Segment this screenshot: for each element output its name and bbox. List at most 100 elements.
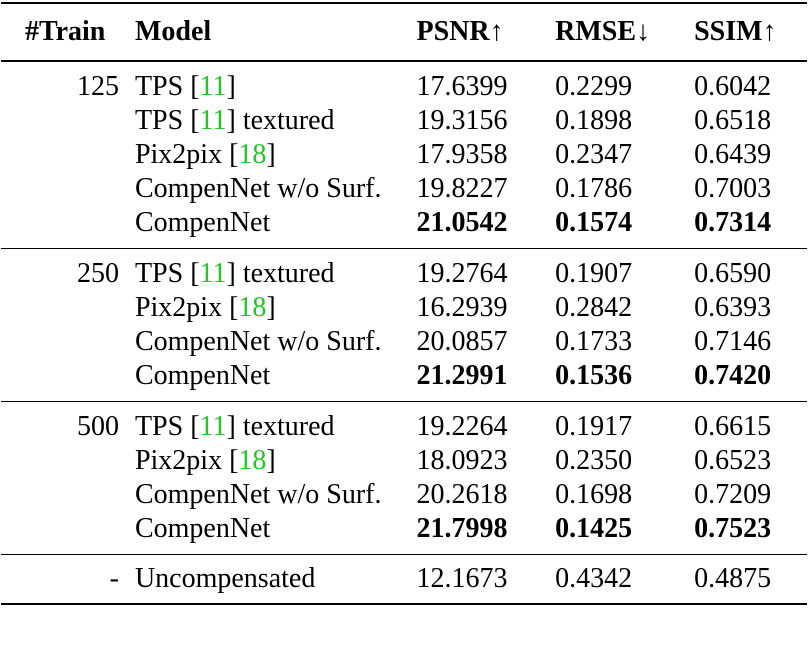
model-cell: Uncompensated [134,554,417,605]
train-count-cell [1,104,135,138]
psnr-cell: 21.2991 [416,359,556,402]
psnr-cell: 19.8227 [416,173,508,204]
table-row: CompenNet 21.0542 0.1574 0.7314 [1,206,807,249]
group-train-500: 500 TPS [11] textured 19.2264 0.1917 0.6615 P… [1,402,807,555]
model-cell: CompenNet [134,512,417,555]
citation-link[interactable]: 18 [238,292,267,323]
header-psnr: PSNR↑ [416,2,556,62]
ssim-cell: 0.7314 [694,206,807,249]
model-cell: TPS [11] [134,71,236,102]
table-row: - Uncompensated 12.1673 0.4342 0.4875 [1,554,807,605]
ssim-cell: 0.4875 [694,554,807,605]
model-cell: CompenNet w/o Surf. [135,325,417,359]
model-cell: TPS [11] textured [134,411,335,442]
psnr-cell: 17.9358 [416,139,508,170]
citation-link[interactable]: 11 [199,258,227,289]
citation-link[interactable]: 11 [199,71,227,102]
citation-link[interactable]: 18 [238,445,267,476]
train-count-cell [1,291,135,325]
ssim-cell: 0.7209 [694,479,772,510]
rmse-cell: 0.1574 [555,206,695,249]
model-suffix: textured [235,258,335,289]
group-train-250: 250 TPS [11] textured 19.2764 0.1907 0.6590 P… [1,249,807,402]
header-model: Model [134,2,417,62]
ssim-cell: 0.6518 [694,105,772,136]
rmse-cell: 0.1536 [555,359,695,402]
model-suffix: textured [235,105,335,136]
table-row: CompenNet w/o Surf. 20.2618 0.1698 0.7209 [1,478,807,512]
table-header: #Train Model PSNR↑ RMSE↓ SSIM↑ [1,2,807,62]
rmse-cell: 0.1917 [555,411,633,442]
model-name: CompenNet [134,513,271,544]
model-name: Uncompensated [134,563,316,594]
header-ssim: SSIM↑ [694,2,807,62]
ssim-cell: 0.6393 [694,292,772,323]
train-count-cell [1,325,135,359]
psnr-cell: 19.3156 [416,105,508,136]
citation-link[interactable]: 11 [199,411,227,442]
header-row: #Train Model PSNR↑ RMSE↓ SSIM↑ [1,2,807,62]
rmse-cell: 0.1733 [555,326,633,357]
psnr-cell: 20.0857 [416,326,508,357]
train-count-cell [1,172,135,206]
table-row: CompenNet w/o Surf. 20.0857 0.1733 0.7146 [1,325,807,359]
citation-link[interactable]: 18 [238,139,267,170]
header-train: #Train [1,2,135,62]
model-cell: TPS [11] textured [134,105,335,136]
model-name: Pix2pix [134,445,223,476]
table-row: CompenNet 21.7998 0.1425 0.7523 [1,512,807,555]
train-count-cell [1,359,135,402]
ssim-cell: 0.7523 [694,512,807,555]
psnr-cell: 17.6399 [416,71,508,102]
train-count-cell [1,206,135,249]
rmse-cell: 0.2299 [555,71,633,102]
rmse-cell: 0.1698 [555,479,633,510]
model-name: Pix2pix [134,139,223,170]
psnr-cell: 12.1673 [416,554,556,605]
results-table: #Train Model PSNR↑ RMSE↓ SSIM↑ 125 TPS [1… [1,2,807,605]
rmse-cell: 0.1425 [555,512,695,555]
psnr-cell: 19.2264 [416,411,508,442]
train-count-cell: 500 [76,411,119,442]
model-name: CompenNet [134,207,271,238]
model-name: TPS [134,105,184,136]
rmse-cell: 0.1898 [555,105,633,136]
train-count-cell [1,478,135,512]
rmse-cell: 0.1786 [555,173,633,204]
table-row: 500 TPS [11] textured 19.2264 0.1917 0.6615 [1,402,807,445]
model-suffix: textured [235,411,335,442]
psnr-cell: 21.7998 [416,512,556,555]
rmse-cell: 0.4342 [555,554,695,605]
table-row: TPS [11] textured 19.3156 0.1898 0.6518 [1,104,807,138]
rmse-cell: 0.1907 [555,258,633,289]
train-count-cell [1,138,135,172]
model-cell: Pix2pix [18] [134,292,276,323]
header-rmse: RMSE↓ [555,2,695,62]
citation-link[interactable]: 11 [199,105,227,136]
table-row: Pix2pix [18] 16.2939 0.2842 0.6393 [1,291,807,325]
ssim-cell: 0.6590 [694,258,772,289]
model-cell: CompenNet [134,359,417,402]
group-baseline: - Uncompensated 12.1673 0.4342 0.4875 [1,554,807,605]
model-cell: CompenNet w/o Surf. [135,172,417,206]
model-cell: CompenNet w/o Surf. [135,478,417,512]
model-cell: Pix2pix [18] [134,445,276,476]
group-train-125: 125 TPS [11] 17.6399 0.2299 0.6042 TPS [11] t… [1,61,807,249]
psnr-cell: 21.0542 [416,206,556,249]
model-cell: TPS [11] textured [134,258,335,289]
ssim-cell: 0.6439 [694,139,772,170]
table-row: 125 TPS [11] 17.6399 0.2299 0.6042 [1,61,807,104]
model-name: Pix2pix [134,292,223,323]
table-row: 250 TPS [11] textured 19.2764 0.1907 0.6590 [1,249,807,292]
psnr-cell: 16.2939 [416,292,508,323]
table-row: CompenNet w/o Surf. 19.8227 0.1786 0.7003 [1,172,807,206]
model-name: CompenNet w/o Surf. [134,326,382,357]
train-count-cell: - [1,554,135,605]
model-name: TPS [134,411,184,442]
model-cell: Pix2pix [18] [134,139,276,170]
model-name: CompenNet w/o Surf. [134,173,382,204]
ssim-cell: 0.6615 [694,411,772,442]
model-name: TPS [134,258,184,289]
train-count-cell [1,444,135,478]
